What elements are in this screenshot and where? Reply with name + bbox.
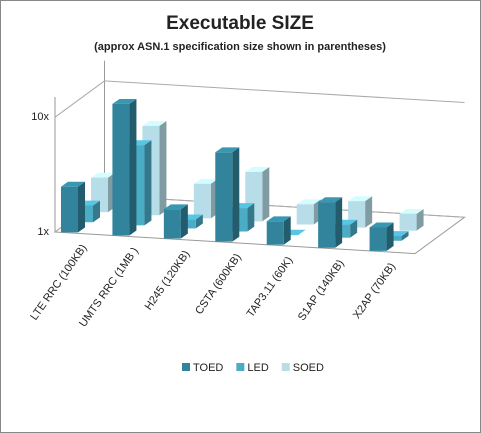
bar-front [296, 204, 314, 225]
bar-front [215, 152, 233, 242]
bar-top [266, 216, 291, 222]
bar-side [401, 231, 409, 241]
bar-front [369, 227, 387, 251]
bar [369, 222, 394, 251]
bar-side [283, 216, 291, 245]
bar-side [144, 140, 152, 226]
bar-side [195, 214, 203, 229]
bar-side [129, 98, 137, 236]
bar-front [193, 183, 211, 219]
bar-side [335, 197, 343, 248]
y-tick-label: 1x [37, 226, 49, 238]
bar-top [193, 178, 218, 184]
bar-top [348, 196, 373, 202]
legend-swatch [236, 363, 245, 371]
legend-label: LED [247, 362, 268, 374]
legend-swatch [182, 363, 190, 371]
bar-top [112, 98, 137, 104]
bar-front [318, 202, 336, 248]
bar [215, 147, 240, 242]
bar [266, 216, 291, 245]
bar-front [399, 213, 417, 231]
bar-top [163, 204, 188, 210]
bar-top [215, 147, 240, 153]
bar-top [61, 181, 85, 187]
bar-side [350, 219, 358, 238]
bar [318, 197, 343, 248]
bar-top [399, 209, 424, 214]
legend-label: TOED [193, 362, 223, 374]
bar-side [365, 196, 373, 228]
bar-side [416, 209, 424, 231]
y-tick-label: 10x [31, 111, 49, 123]
bar-side [180, 204, 188, 239]
legend-label: SOED [293, 362, 324, 374]
chart-subtitle: (approx ASN.1 specification size shown i… [94, 41, 386, 53]
bar [61, 181, 85, 233]
chart-title: Executable SIZE [166, 13, 314, 34]
bar-side [262, 167, 270, 222]
bar-side [93, 200, 100, 223]
bar-top [142, 121, 167, 126]
bar-top [91, 172, 115, 178]
bar [112, 98, 137, 236]
bar [193, 178, 218, 219]
bar-side [159, 121, 167, 216]
bar-front [266, 221, 284, 245]
bar-front [112, 103, 130, 236]
bar-front [61, 186, 78, 233]
bar-top [318, 197, 343, 203]
bar-side [232, 147, 240, 242]
bar-side [386, 222, 394, 251]
legend-swatch [281, 363, 290, 371]
bar-top [245, 167, 270, 172]
bar-top [296, 199, 321, 205]
grid-line [54, 80, 465, 118]
bar-front [163, 209, 181, 239]
bar [296, 199, 321, 225]
bar-side [247, 203, 255, 232]
bar-top [369, 222, 394, 228]
bar [399, 209, 424, 231]
bar-side [78, 181, 85, 233]
bar [163, 204, 188, 239]
